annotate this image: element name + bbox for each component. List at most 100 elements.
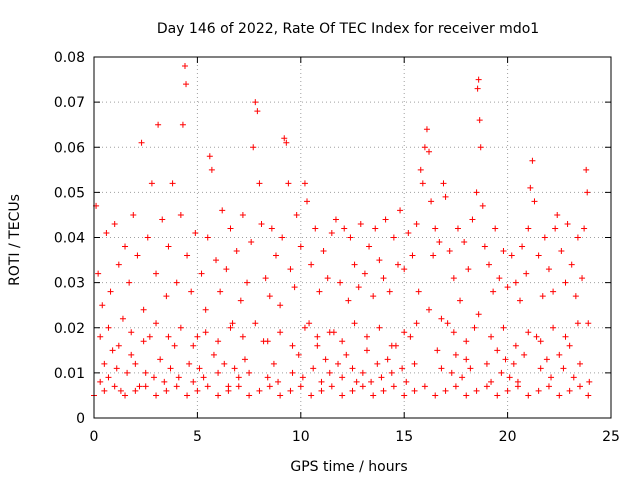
data-point bbox=[465, 266, 472, 273]
data-point bbox=[105, 324, 112, 331]
data-point bbox=[386, 288, 393, 295]
data-point bbox=[326, 369, 333, 376]
y-tick-label: 0.01 bbox=[54, 366, 85, 382]
data-point bbox=[179, 121, 186, 128]
data-point bbox=[312, 225, 319, 232]
data-point bbox=[440, 180, 447, 187]
data-point bbox=[361, 270, 368, 277]
data-point bbox=[293, 211, 300, 218]
data-point bbox=[328, 229, 335, 236]
data-point bbox=[463, 356, 470, 363]
data-point bbox=[388, 369, 395, 376]
data-point bbox=[128, 351, 135, 358]
data-point bbox=[210, 351, 217, 358]
data-point bbox=[254, 108, 261, 115]
data-point bbox=[581, 225, 588, 232]
x-axis-label: GPS time / hours bbox=[290, 459, 407, 475]
data-point bbox=[126, 279, 133, 286]
data-point bbox=[277, 302, 284, 309]
data-point bbox=[498, 369, 505, 376]
data-point bbox=[306, 320, 313, 327]
data-point bbox=[541, 234, 548, 241]
data-point bbox=[295, 351, 302, 358]
data-point bbox=[556, 351, 563, 358]
data-point bbox=[560, 365, 567, 372]
data-point bbox=[467, 365, 474, 372]
data-point bbox=[318, 378, 325, 385]
data-point bbox=[281, 135, 288, 142]
data-point bbox=[430, 252, 437, 259]
data-point bbox=[304, 198, 311, 205]
data-point bbox=[227, 225, 234, 232]
data-point bbox=[545, 266, 552, 273]
x-tick-label: 25 bbox=[602, 429, 620, 445]
data-point bbox=[409, 252, 416, 259]
data-point bbox=[339, 374, 346, 381]
data-point bbox=[351, 261, 358, 268]
data-point bbox=[411, 387, 418, 394]
data-point bbox=[579, 275, 586, 282]
data-point bbox=[502, 356, 509, 363]
data-point bbox=[233, 248, 240, 255]
data-point bbox=[194, 333, 201, 340]
data-point bbox=[277, 329, 284, 336]
data-point bbox=[535, 252, 542, 259]
data-point bbox=[275, 378, 282, 385]
data-point bbox=[204, 383, 211, 390]
data-point bbox=[316, 288, 323, 295]
data-point bbox=[473, 387, 480, 394]
data-point bbox=[428, 198, 435, 205]
data-point bbox=[363, 347, 370, 354]
data-point bbox=[519, 243, 526, 250]
data-point bbox=[268, 225, 275, 232]
data-point bbox=[250, 144, 257, 151]
data-point bbox=[301, 324, 308, 331]
data-point bbox=[533, 333, 540, 340]
data-point bbox=[483, 383, 490, 390]
data-point bbox=[198, 270, 205, 277]
data-point bbox=[132, 360, 139, 367]
data-point bbox=[525, 329, 532, 336]
data-point bbox=[264, 374, 271, 381]
data-point bbox=[215, 369, 222, 376]
data-point bbox=[479, 202, 486, 209]
data-point bbox=[461, 239, 468, 246]
data-point bbox=[384, 356, 391, 363]
data-point bbox=[415, 288, 422, 295]
data-point bbox=[550, 288, 557, 295]
data-point bbox=[363, 333, 370, 340]
data-points bbox=[91, 63, 593, 399]
data-point bbox=[442, 387, 449, 394]
data-point bbox=[326, 329, 333, 336]
data-point bbox=[169, 180, 176, 187]
data-point bbox=[585, 320, 592, 327]
data-point bbox=[401, 392, 408, 399]
data-point bbox=[554, 211, 561, 218]
data-point bbox=[97, 333, 104, 340]
data-point bbox=[161, 378, 168, 385]
data-point bbox=[163, 293, 170, 300]
data-point bbox=[111, 383, 118, 390]
data-point bbox=[476, 117, 483, 124]
data-point bbox=[485, 261, 492, 268]
data-point bbox=[514, 383, 521, 390]
data-point bbox=[134, 252, 141, 259]
data-point bbox=[256, 387, 263, 394]
data-point bbox=[132, 387, 139, 394]
data-point bbox=[463, 338, 470, 345]
data-point bbox=[452, 383, 459, 390]
data-point bbox=[241, 356, 248, 363]
data-point bbox=[140, 338, 147, 345]
data-point bbox=[353, 378, 360, 385]
data-point bbox=[436, 239, 443, 246]
data-point bbox=[128, 329, 135, 336]
data-point bbox=[227, 324, 234, 331]
data-point bbox=[475, 76, 482, 83]
data-point bbox=[481, 243, 488, 250]
data-point bbox=[109, 347, 116, 354]
data-point bbox=[388, 342, 395, 349]
data-point bbox=[266, 293, 273, 300]
data-point bbox=[490, 288, 497, 295]
data-point bbox=[159, 216, 166, 223]
